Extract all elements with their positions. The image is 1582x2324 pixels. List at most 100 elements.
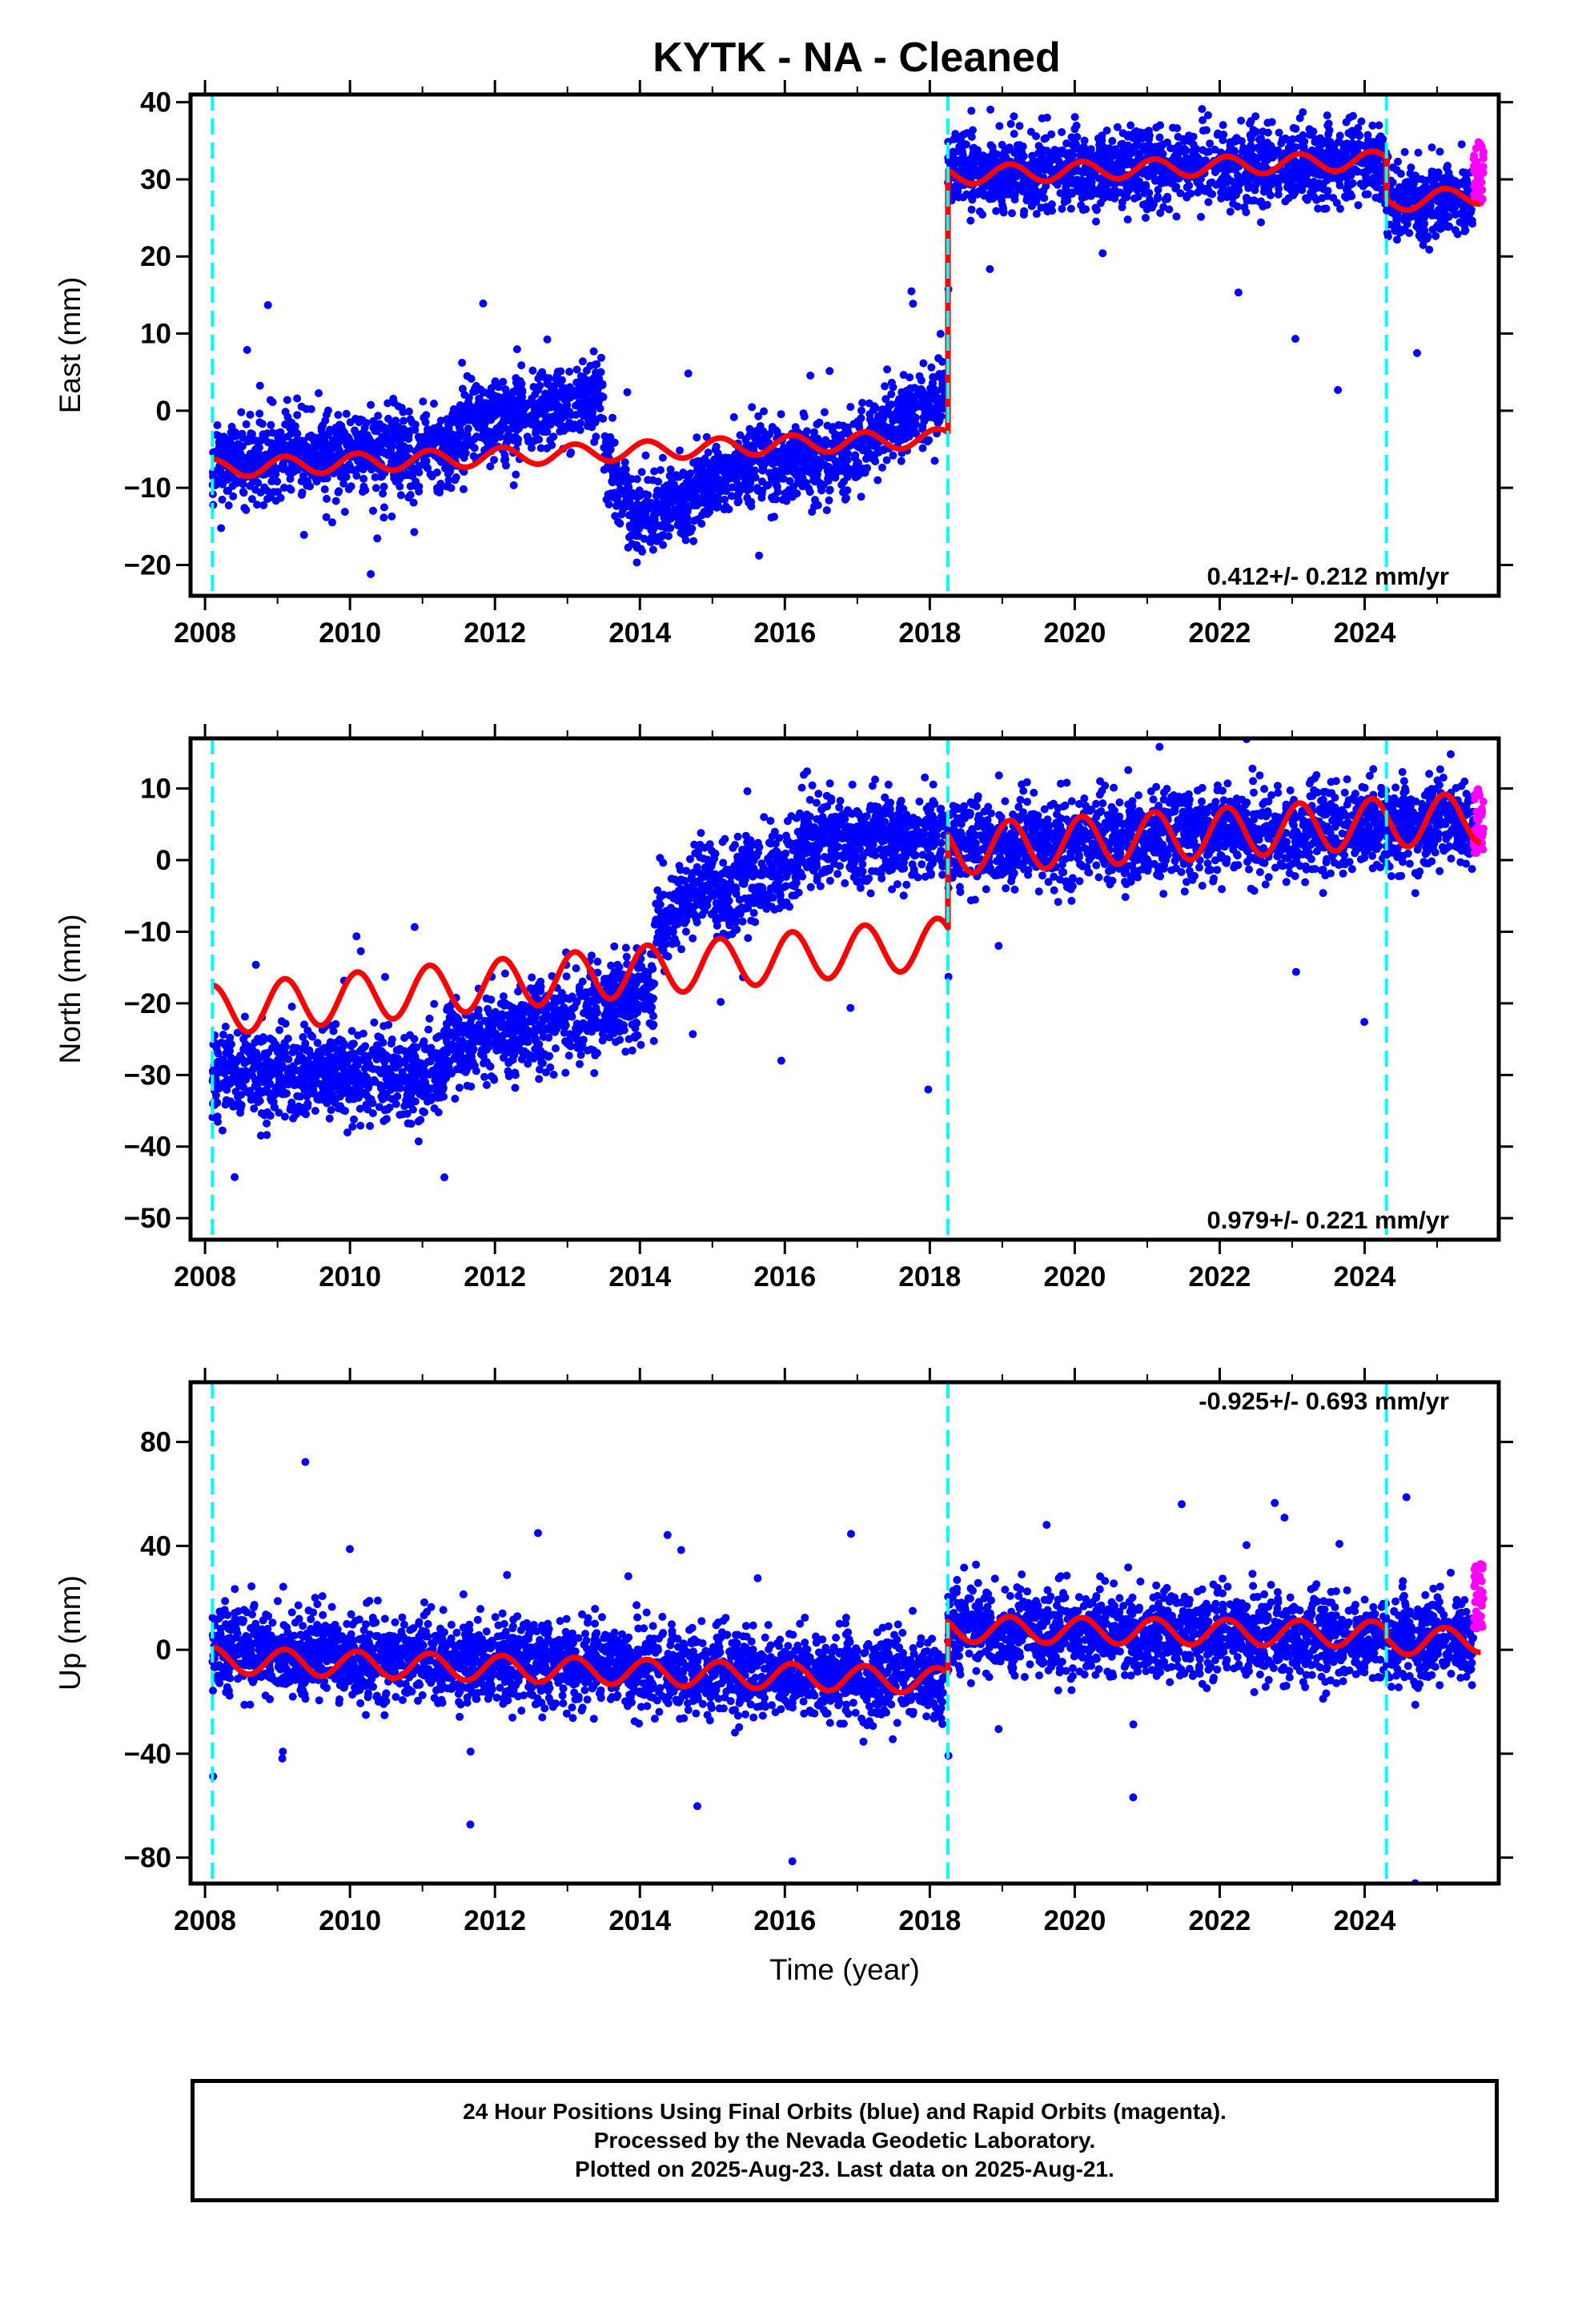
final-orbit-point — [589, 416, 598, 424]
final-orbit-point — [689, 458, 698, 467]
final-orbit-point — [242, 420, 251, 428]
final-orbit-point — [828, 426, 837, 435]
final-orbit-point — [1357, 117, 1366, 126]
final-orbit-point — [950, 187, 959, 195]
final-orbit-point — [887, 390, 896, 399]
final-orbit-point — [714, 475, 723, 484]
final-orbit-point — [359, 465, 367, 474]
final-orbit-point — [1020, 207, 1029, 215]
final-orbit-point — [913, 402, 922, 411]
final-orbit-point — [1453, 230, 1462, 239]
final-orbit-point — [536, 381, 544, 390]
final-orbit-point — [233, 1028, 242, 1037]
final-orbit-point — [704, 448, 713, 457]
final-orbit-point — [970, 153, 979, 162]
rapid-orbit-point — [1479, 163, 1488, 171]
y-tick-label: 10 — [140, 319, 171, 350]
final-orbit-point — [871, 404, 880, 412]
final-orbit-point — [874, 448, 883, 456]
final-orbit-point — [486, 462, 495, 471]
final-orbit-point — [1399, 215, 1407, 223]
final-orbit-point — [579, 387, 588, 396]
final-orbit-point — [280, 1112, 289, 1121]
final-orbit-point — [1336, 204, 1344, 213]
final-orbit-point — [1376, 192, 1385, 201]
final-orbit-point — [1353, 167, 1362, 176]
final-orbit-point — [959, 131, 968, 139]
final-orbit-point — [1417, 215, 1426, 223]
final-orbit-point — [998, 140, 1006, 149]
final-orbit-point — [1423, 176, 1431, 185]
final-orbit-point — [231, 428, 240, 436]
final-orbit-point — [535, 404, 544, 412]
final-orbit-point — [1307, 188, 1315, 197]
final-orbit-point — [746, 485, 755, 493]
final-orbit-point — [1443, 212, 1452, 220]
final-orbit-point — [364, 438, 373, 447]
final-orbit-point — [1233, 202, 1242, 211]
final-orbit-point — [223, 448, 231, 456]
rapid-orbit-point — [1474, 179, 1483, 187]
final-orbit-point — [623, 485, 632, 493]
final-orbit-point — [464, 435, 472, 444]
x-tick-label: 2010 — [319, 617, 381, 649]
final-orbit-point — [842, 494, 850, 502]
final-orbit-point — [243, 346, 251, 354]
final-orbit-point — [458, 384, 467, 393]
final-orbit-point — [625, 497, 634, 506]
final-orbit-point — [507, 405, 516, 414]
y-tick-label: −10 — [124, 472, 171, 504]
final-orbit-point — [919, 359, 928, 368]
final-orbit-point — [512, 345, 521, 354]
final-orbit-point — [1257, 135, 1266, 143]
final-orbit-point — [1459, 168, 1468, 177]
final-orbit-point — [1010, 130, 1018, 139]
final-orbit-point — [962, 159, 970, 167]
final-orbit-point — [1180, 137, 1189, 146]
final-orbit-point — [356, 1121, 365, 1130]
final-orbit-point — [1108, 137, 1117, 145]
final-orbit-point — [478, 433, 487, 442]
final-orbit-point — [857, 406, 865, 415]
final-orbit-point — [1015, 122, 1024, 131]
final-orbit-point — [224, 501, 233, 510]
final-orbit-point — [335, 451, 343, 460]
final-orbit-point — [440, 426, 449, 435]
final-orbit-point — [1414, 148, 1423, 157]
final-orbit-point — [641, 509, 650, 518]
final-orbit-point — [1245, 182, 1254, 190]
final-orbit-point — [213, 475, 222, 484]
final-orbit-point — [307, 447, 315, 456]
final-orbit-point — [853, 417, 862, 426]
final-orbit-point — [833, 460, 841, 469]
final-orbit-point — [464, 398, 472, 407]
final-orbit-point — [589, 374, 598, 383]
final-orbit-point — [844, 423, 852, 432]
final-orbit-point — [765, 468, 774, 477]
final-orbit-point — [628, 521, 636, 529]
final-orbit-point — [1283, 174, 1291, 182]
final-orbit-point — [389, 1053, 398, 1062]
final-orbit-point — [646, 538, 655, 546]
final-orbit-point — [897, 456, 905, 465]
final-orbit-point — [528, 444, 536, 452]
final-orbit-point — [905, 373, 914, 382]
final-orbit-point — [424, 464, 432, 472]
final-orbit-point — [630, 515, 639, 523]
final-orbit-point — [259, 501, 268, 509]
final-orbit-point — [1246, 147, 1255, 155]
final-orbit-point — [317, 426, 326, 435]
final-orbit-point — [1026, 127, 1035, 136]
final-orbit-point — [760, 407, 769, 416]
final-orbit-point — [359, 1029, 367, 1038]
final-orbit-point — [891, 426, 900, 434]
final-orbit-point — [637, 468, 646, 476]
final-orbit-point — [415, 482, 424, 491]
final-orbit-point — [1028, 151, 1037, 160]
final-orbit-point — [612, 501, 620, 510]
final-orbit-point — [266, 396, 275, 404]
x-tick-label: 2014 — [608, 617, 671, 649]
final-orbit-point — [281, 420, 290, 428]
final-orbit-point — [923, 407, 932, 416]
final-orbit-point — [645, 521, 654, 530]
